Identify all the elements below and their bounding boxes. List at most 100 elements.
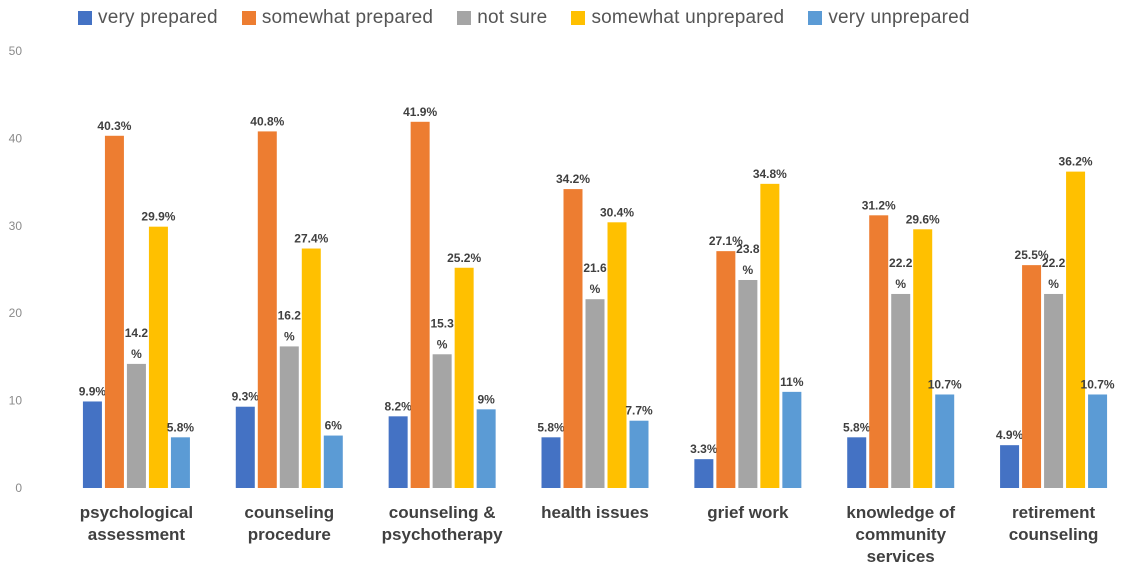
data-label: 7.7%: [625, 404, 653, 418]
data-label: 9.3%: [232, 390, 260, 404]
data-label: 23.8: [736, 242, 760, 256]
x-category-label: psychotherapy: [382, 525, 503, 544]
data-label: 11%: [780, 375, 804, 389]
bar: [301, 248, 321, 488]
data-label: 14.2: [125, 326, 149, 340]
bar: [1066, 171, 1086, 488]
x-category-label: assessment: [88, 525, 186, 544]
bar: [1088, 394, 1108, 488]
legend-swatch: [808, 11, 823, 25]
data-label: 22.2: [889, 256, 913, 270]
data-label: 40.3%: [97, 119, 131, 133]
legend-item: very prepared: [78, 7, 218, 29]
data-label: %: [743, 263, 754, 277]
bar: [279, 346, 299, 488]
y-tick-label: 30: [9, 219, 23, 233]
data-label: 27.4%: [294, 232, 328, 246]
data-label: 25.5%: [1015, 248, 1049, 262]
data-label: 9%: [477, 392, 495, 406]
bar: [935, 394, 955, 488]
data-label: 3.3%: [690, 442, 718, 456]
legend-swatch: [241, 11, 256, 25]
bar: [694, 459, 714, 488]
legend-item: very unprepared: [808, 7, 970, 29]
data-label: 29.6%: [906, 212, 940, 226]
data-label: %: [1048, 277, 1059, 291]
data-label: 30.4%: [600, 205, 634, 219]
data-label: 15.3: [430, 316, 454, 330]
bar: [82, 401, 102, 488]
bar: [541, 437, 561, 488]
bar: [476, 409, 496, 488]
bar: [323, 435, 343, 488]
bar: [148, 226, 168, 488]
legend-item: somewhat unprepared: [571, 7, 784, 29]
bar: [760, 183, 780, 488]
legend: very prepared somewhat prepared not sure so…: [78, 7, 994, 29]
bar: [410, 121, 430, 488]
bar: [563, 189, 583, 489]
data-label: 10.7%: [928, 377, 962, 391]
data-label: 27.1%: [709, 234, 743, 248]
bar: [257, 131, 277, 488]
data-label: 36.2%: [1059, 155, 1093, 169]
x-category-label: services: [867, 547, 935, 562]
x-category-label: knowledge of: [846, 503, 955, 522]
data-label: %: [284, 329, 295, 343]
x-category-label: procedure: [248, 525, 331, 544]
bar: [585, 299, 605, 488]
data-label: 10.7%: [1081, 377, 1115, 391]
data-label: 25.2%: [447, 251, 481, 265]
y-tick-label: 0: [15, 481, 22, 495]
data-label: %: [131, 347, 142, 361]
data-label: 21.6: [583, 261, 607, 275]
bar: [454, 267, 474, 488]
data-label: 5.8%: [537, 420, 565, 434]
bar: [104, 135, 124, 488]
bar: [126, 363, 146, 488]
bar: [891, 293, 911, 488]
data-label: 9.9%: [79, 384, 107, 398]
bar: [1022, 265, 1042, 488]
data-label: %: [590, 282, 601, 296]
bar: [235, 406, 255, 488]
x-category-label: community: [855, 525, 946, 544]
x-category-label: counseling &: [389, 503, 496, 522]
data-label: 4.9%: [996, 428, 1024, 442]
bar: [1044, 293, 1064, 488]
data-label: 29.9%: [141, 210, 175, 224]
x-category-label: counseling: [1009, 525, 1099, 544]
legend-label: somewhat prepared: [261, 7, 434, 28]
legend-item: not sure: [457, 7, 547, 29]
data-label: 31.2%: [862, 198, 896, 212]
x-category-label: counseling: [244, 503, 334, 522]
legend-label: very prepared: [98, 7, 218, 28]
data-label: 22.2: [1042, 256, 1066, 270]
legend-item: somewhat prepared: [241, 7, 434, 29]
bar: [629, 420, 649, 488]
data-label: 16.2: [278, 308, 302, 322]
data-label: 41.9%: [403, 105, 437, 119]
bar: [607, 222, 627, 488]
data-label: 5.8%: [167, 420, 195, 434]
y-tick-label: 40: [9, 131, 23, 145]
data-label: %: [437, 337, 448, 351]
bar: [1000, 445, 1020, 488]
legend-label: not sure: [477, 7, 548, 28]
x-category-label: retirement: [1012, 503, 1095, 522]
x-category-label: psychological: [80, 503, 193, 522]
legend-swatch: [457, 11, 472, 25]
data-label: 8.2%: [384, 399, 412, 413]
data-label: %: [895, 277, 906, 291]
y-tick-label: 20: [9, 306, 23, 320]
data-label: 34.8%: [753, 167, 787, 181]
legend-label: somewhat unprepared: [591, 7, 785, 28]
legend-swatch: [571, 11, 586, 25]
bar: [847, 437, 867, 488]
data-label: 34.2%: [556, 172, 590, 186]
bar: [716, 251, 736, 488]
bar: [913, 229, 933, 488]
data-label: 6%: [325, 419, 343, 433]
